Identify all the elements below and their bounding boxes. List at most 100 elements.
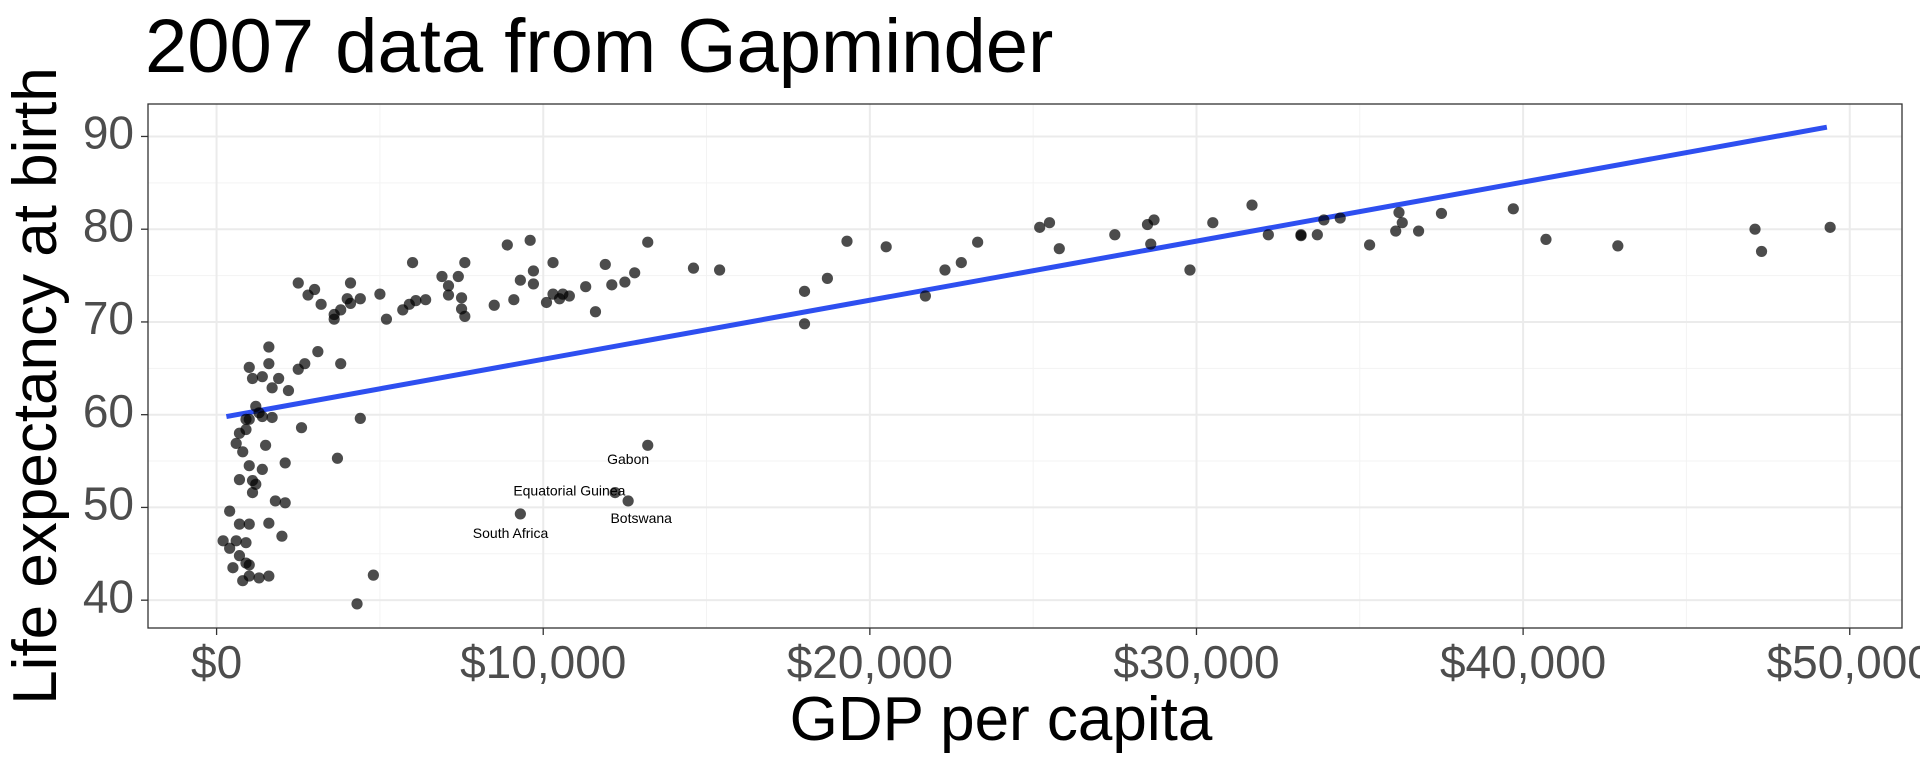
data-point [563, 290, 575, 302]
data-point [253, 572, 265, 584]
y-tick-label: 60 [83, 385, 134, 437]
data-point [455, 292, 468, 304]
trend-line [225, 124, 1828, 420]
data-point [599, 258, 611, 271]
x-tick-label: $0 [191, 636, 242, 688]
data-point [1824, 221, 1836, 233]
data-point [246, 372, 259, 385]
x-tick-label: $20,000 [787, 636, 953, 688]
data-point [217, 535, 229, 547]
y-tick-label: 80 [83, 199, 134, 251]
data-point [452, 270, 464, 283]
data-point [406, 256, 419, 269]
data-point [240, 557, 252, 569]
data-point [619, 276, 631, 288]
data-point [354, 293, 366, 305]
data-point [436, 270, 448, 283]
data-points [217, 199, 1836, 610]
data-point [240, 537, 252, 549]
data-point [224, 542, 236, 554]
data-point [1412, 225, 1425, 237]
data-point [442, 289, 455, 301]
data-point [230, 535, 242, 547]
data-point [351, 598, 363, 610]
data-point [501, 239, 513, 251]
data-point [256, 371, 268, 383]
data-point [1507, 203, 1519, 215]
x-tick-label: $10,000 [460, 636, 626, 688]
data-point [266, 411, 278, 424]
data-point [233, 518, 246, 530]
data-point [1295, 229, 1307, 241]
data-point [279, 497, 291, 509]
data-point [331, 452, 344, 464]
data-point [279, 457, 291, 469]
y-tick-label: 50 [83, 478, 134, 530]
data-point [1109, 229, 1121, 241]
data-point [955, 256, 967, 269]
data-point [459, 256, 471, 269]
x-axis-title: GDP per capita [790, 685, 1213, 754]
data-point [263, 341, 275, 353]
data-point [263, 570, 275, 582]
data-point [821, 272, 833, 284]
data-point [1749, 223, 1761, 235]
data-point [341, 293, 353, 305]
data-point [380, 313, 393, 325]
data-point [237, 446, 249, 458]
data-point [919, 290, 931, 302]
data-point [335, 358, 347, 370]
data-point [410, 295, 422, 307]
data-point [240, 413, 252, 425]
data-point [841, 235, 853, 247]
data-point [527, 265, 540, 277]
data-point [276, 530, 288, 542]
x-tick-label: $30,000 [1113, 636, 1279, 688]
data-point [328, 308, 340, 321]
data-point [282, 384, 295, 397]
data-point [1262, 229, 1274, 241]
data-point [524, 234, 536, 246]
chart-title: 2007 data from Gapminder [145, 4, 1053, 89]
data-point [295, 422, 308, 434]
data-point [259, 439, 272, 451]
point-annotation-label: South Africa [473, 525, 549, 541]
data-point [240, 423, 252, 436]
data-point [508, 294, 520, 306]
data-point [798, 285, 811, 297]
data-point [1053, 243, 1065, 255]
data-point [547, 256, 559, 269]
x-axis: $0 $10,000 $20,000 $30,000 $40,000 $50,000 [191, 628, 1920, 688]
data-point [233, 550, 246, 562]
data-point [514, 274, 526, 286]
y-axis-title: Life expectancy at birth [1, 67, 70, 705]
data-point [224, 505, 236, 517]
data-point [243, 361, 255, 373]
data-point [308, 283, 321, 296]
data-point [459, 310, 471, 322]
point-annotation-label: Gabon [607, 451, 649, 467]
data-point [246, 474, 259, 487]
data-point [1390, 225, 1402, 237]
data-point [420, 294, 432, 306]
data-point [442, 280, 455, 292]
plot-panel-background [148, 104, 1902, 628]
data-point [354, 412, 366, 424]
data-point [263, 358, 275, 370]
data-point [1540, 233, 1552, 246]
data-point [253, 407, 265, 419]
data-point [1393, 206, 1405, 219]
data-point [972, 236, 984, 248]
data-point [266, 382, 278, 394]
data-point [374, 288, 386, 300]
data-point [263, 517, 275, 529]
data-point [227, 562, 239, 574]
data-point [798, 318, 811, 330]
data-point [622, 495, 634, 507]
data-point [629, 267, 641, 279]
data-point [1612, 240, 1624, 252]
data-point [1755, 245, 1768, 258]
x-tick-label: $50,000 [1767, 636, 1920, 688]
data-point [1435, 207, 1448, 220]
